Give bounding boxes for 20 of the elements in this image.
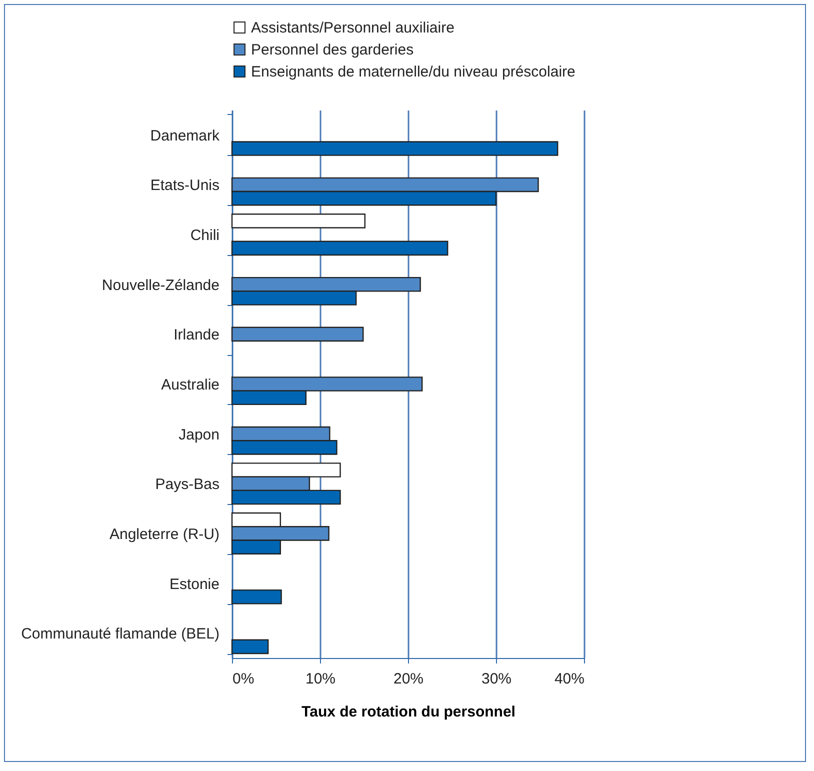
x-tick-label: 10%: [305, 670, 336, 688]
x-tick-label: 0%: [232, 670, 254, 688]
legend-label: Assistants/Personnel auxiliaire: [251, 20, 454, 36]
legend-label: Personnel des garderies: [251, 42, 414, 58]
y-tick-label: Communauté flamande (BEL): [21, 626, 220, 643]
y-tick-label: Chili: [190, 227, 220, 244]
y-tick-label: Angleterre (R-U): [109, 526, 220, 543]
x-tick-label: 40%: [554, 670, 584, 688]
y-tick-label: Danemark: [150, 127, 220, 144]
x-axis-title: Taux de rotation du personnel: [302, 704, 516, 720]
y-tick-label: Irlande: [174, 326, 220, 344]
y-tick-label: Japon: [178, 426, 220, 444]
x-tick-label: 30%: [481, 670, 512, 688]
y-tick-label: Nouvelle-Zélande: [102, 276, 220, 294]
legend-label: Enseignants de maternelle/du niveau préscolaire: [251, 64, 576, 80]
y-tick-label: Pays-Bas: [155, 476, 220, 494]
y-tick-label: Australie: [161, 376, 220, 394]
y-tick-label: Estonie: [169, 576, 220, 593]
y-tick-label: Etats-Unis: [150, 177, 220, 194]
x-tick-label: 20%: [393, 670, 424, 688]
